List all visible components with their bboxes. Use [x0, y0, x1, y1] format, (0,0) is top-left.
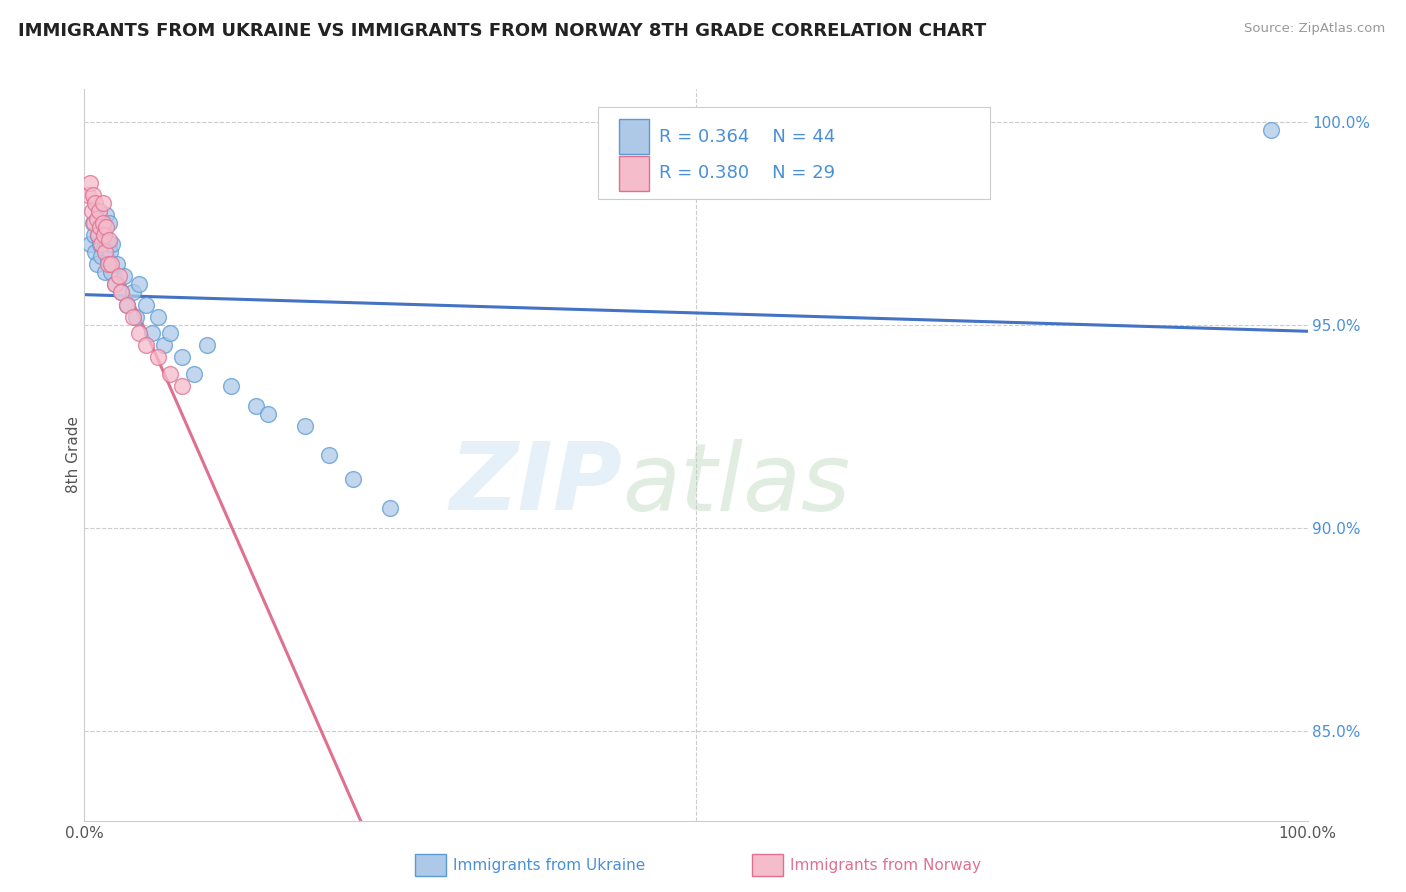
Text: atlas: atlas — [623, 439, 851, 530]
Text: R = 0.380    N = 29: R = 0.380 N = 29 — [659, 164, 835, 182]
Point — [112, 269, 135, 284]
FancyBboxPatch shape — [619, 156, 650, 191]
Point — [135, 338, 157, 352]
Point — [87, 204, 110, 219]
Point — [94, 265, 117, 279]
Point — [135, 297, 157, 311]
Point — [97, 257, 120, 271]
Point — [159, 367, 181, 381]
Point — [342, 472, 364, 486]
Point — [146, 351, 169, 365]
Text: Source: ZipAtlas.com: Source: ZipAtlas.com — [1244, 22, 1385, 36]
Point — [77, 187, 100, 202]
Point — [219, 379, 242, 393]
Point — [83, 228, 105, 243]
Y-axis label: 8th Grade: 8th Grade — [66, 417, 80, 493]
Point — [101, 236, 124, 251]
Point — [183, 367, 205, 381]
Point — [257, 407, 280, 421]
Point — [91, 220, 114, 235]
Point — [1260, 123, 1282, 137]
Point — [195, 338, 218, 352]
Point — [96, 233, 118, 247]
Text: Immigrants from Ukraine: Immigrants from Ukraine — [453, 858, 645, 872]
FancyBboxPatch shape — [598, 108, 990, 199]
Point — [82, 216, 104, 230]
Point — [93, 241, 115, 255]
Point — [79, 176, 101, 190]
Point — [141, 326, 163, 340]
Point — [97, 236, 120, 251]
Point — [84, 196, 107, 211]
Point — [172, 351, 194, 365]
Text: ZIP: ZIP — [450, 438, 623, 530]
Point — [159, 326, 181, 340]
Point — [115, 297, 138, 311]
Point — [122, 285, 145, 300]
FancyBboxPatch shape — [619, 120, 650, 154]
Point — [89, 236, 111, 251]
Point — [153, 338, 176, 352]
Point — [84, 244, 107, 259]
Point — [122, 310, 145, 324]
Point — [90, 236, 112, 251]
Point — [79, 236, 101, 251]
Point — [96, 208, 118, 222]
Point — [91, 216, 114, 230]
Point — [115, 297, 138, 311]
Point — [100, 265, 122, 279]
Text: R = 0.364    N = 44: R = 0.364 N = 44 — [659, 128, 835, 145]
Point — [104, 277, 127, 292]
Point — [380, 500, 402, 515]
Point — [86, 257, 108, 271]
Text: IMMIGRANTS FROM UKRAINE VS IMMIGRANTS FROM NORWAY 8TH GRADE CORRELATION CHART: IMMIGRANTS FROM UKRAINE VS IMMIGRANTS FR… — [18, 22, 987, 40]
Point — [87, 204, 110, 219]
Point — [100, 257, 122, 271]
Point — [104, 277, 127, 292]
Point — [107, 269, 129, 284]
Point — [318, 448, 340, 462]
Point — [87, 228, 110, 243]
Point — [83, 216, 105, 230]
Point — [90, 249, 112, 263]
Point — [89, 220, 111, 235]
Point — [97, 252, 120, 267]
Point — [105, 257, 128, 271]
Point — [128, 326, 150, 340]
Point — [146, 310, 169, 324]
Point — [91, 196, 114, 211]
Point — [86, 212, 108, 227]
Point — [128, 277, 150, 292]
Point — [294, 419, 316, 434]
Point — [82, 187, 104, 202]
Point — [94, 244, 117, 259]
Point — [98, 244, 121, 259]
Point — [172, 379, 194, 393]
Point — [97, 216, 120, 230]
Point — [110, 285, 132, 300]
Point — [87, 228, 110, 243]
Point — [110, 285, 132, 300]
Point — [80, 204, 103, 219]
Text: Immigrants from Norway: Immigrants from Norway — [790, 858, 981, 872]
Point — [96, 220, 118, 235]
Point — [97, 233, 120, 247]
Point — [93, 228, 115, 243]
Point — [245, 399, 267, 413]
Point — [125, 310, 148, 324]
